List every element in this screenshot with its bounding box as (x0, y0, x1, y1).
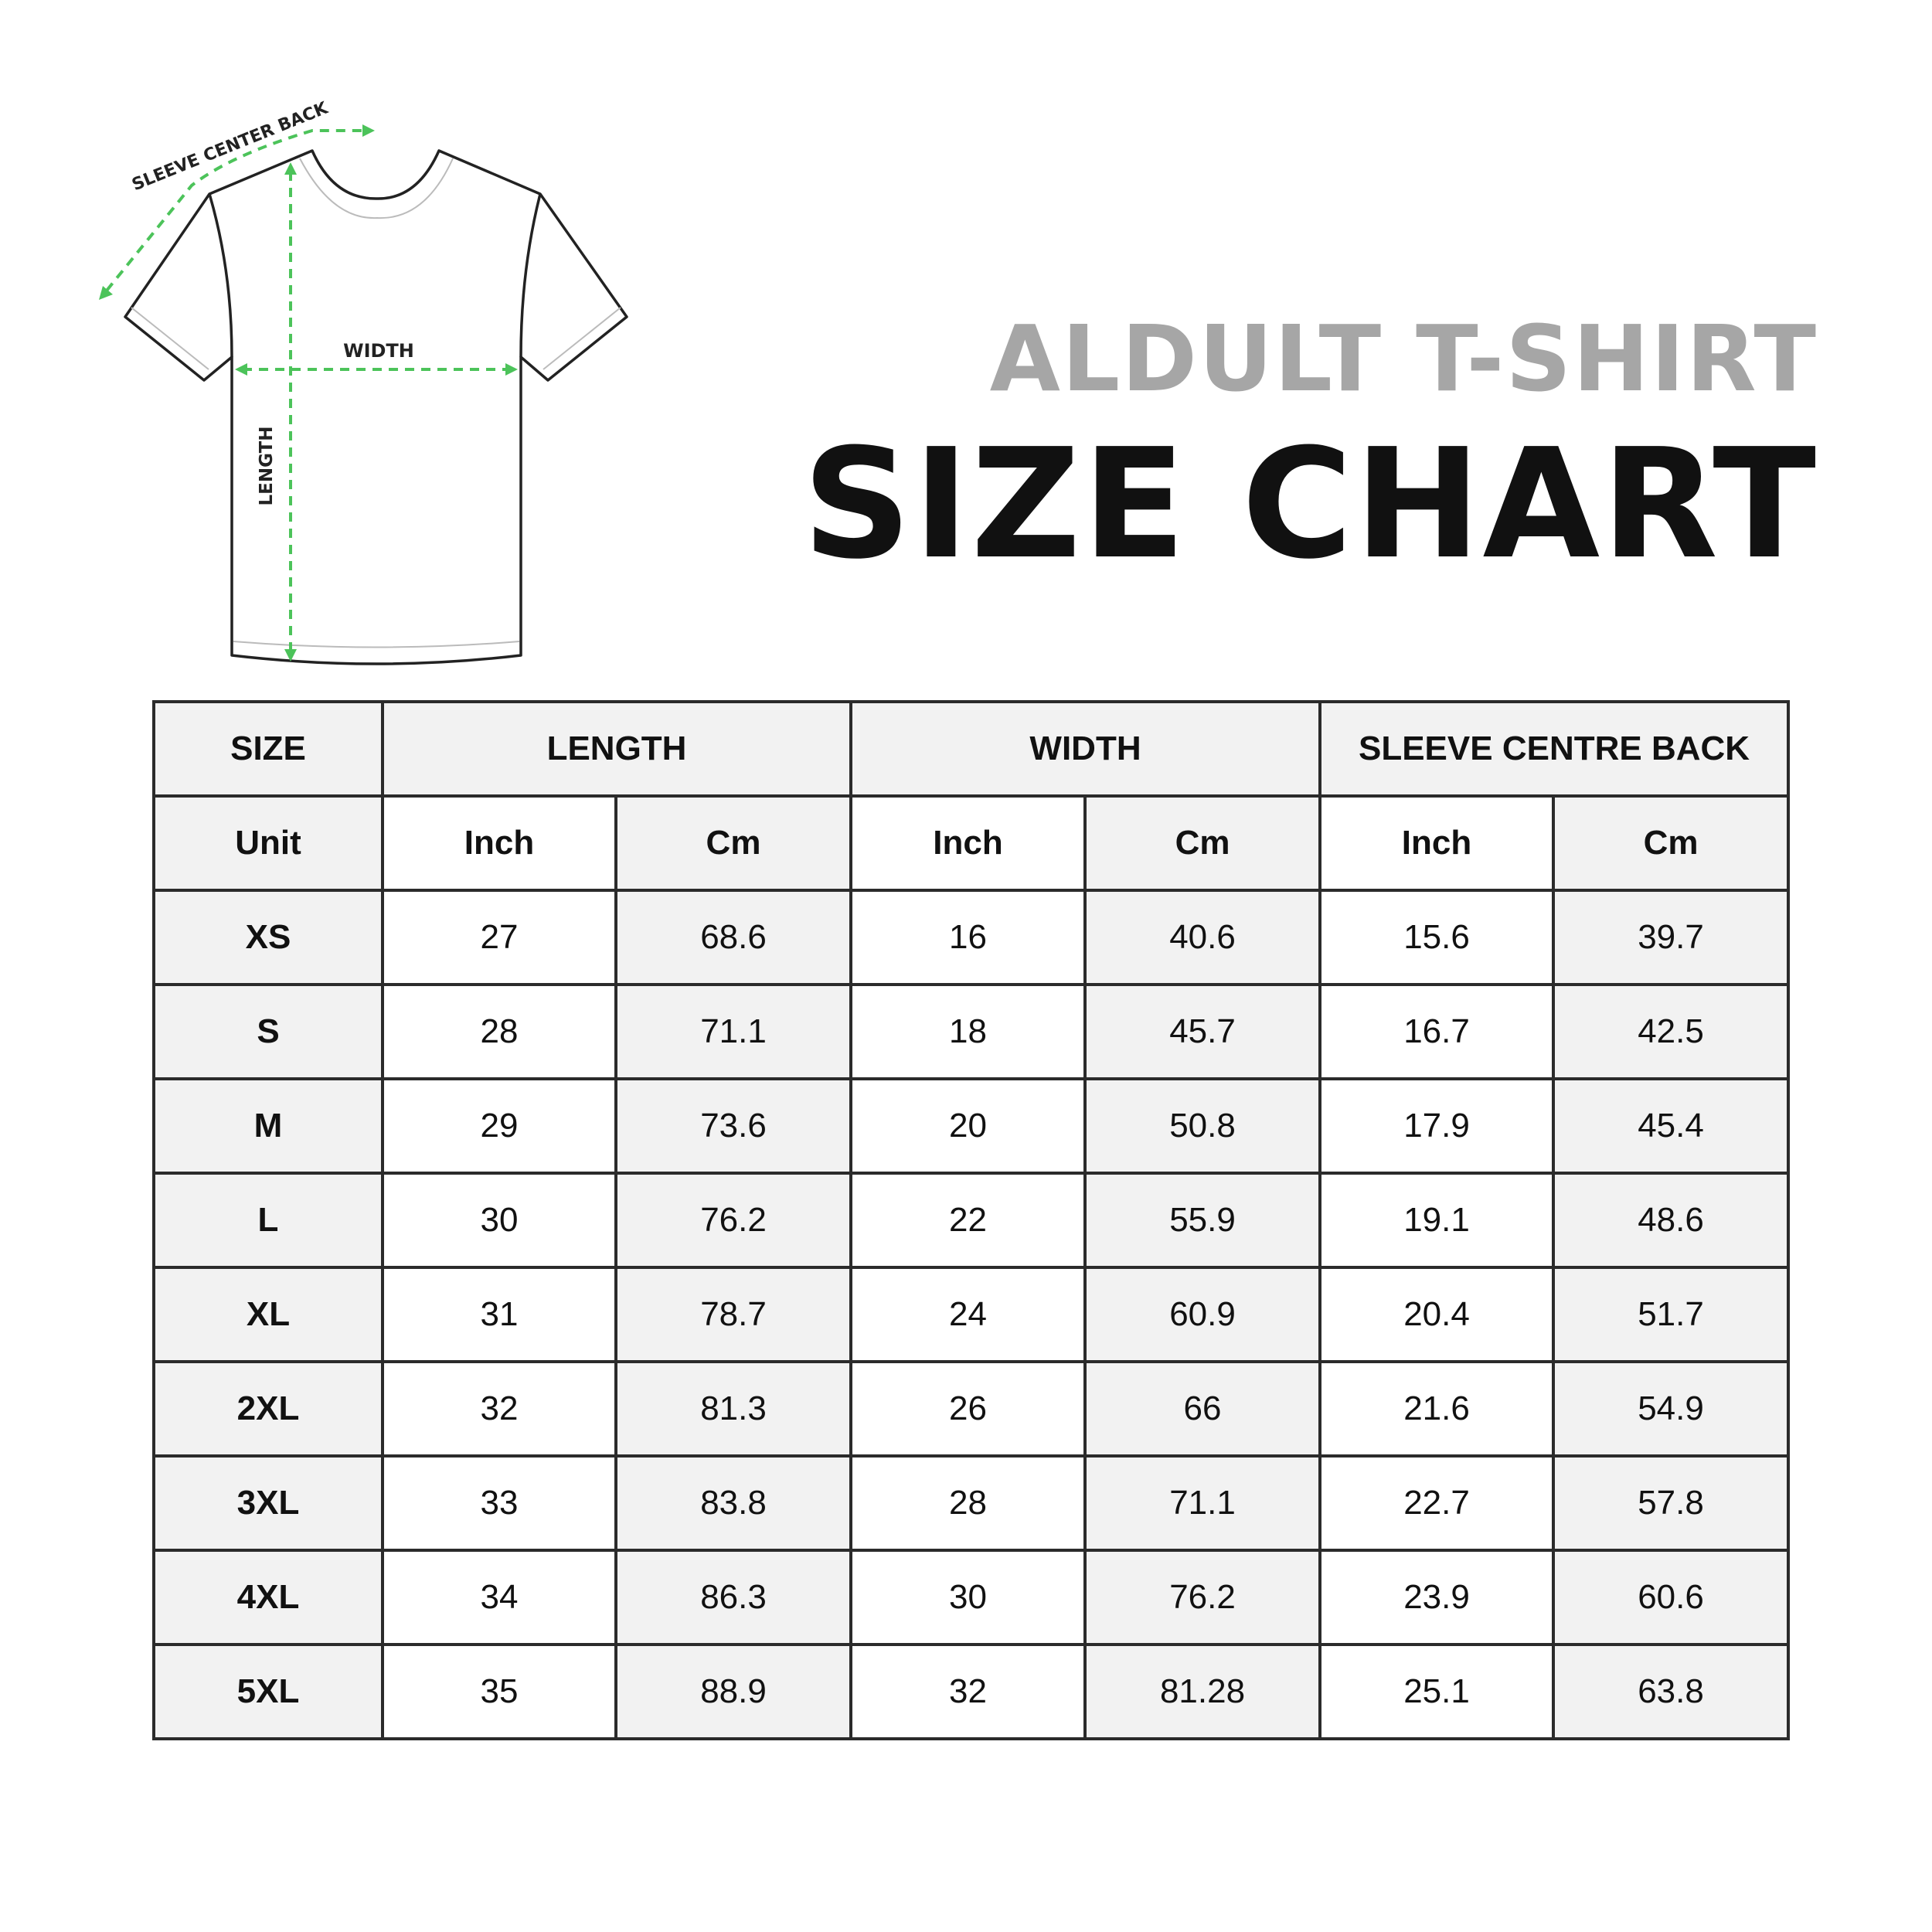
size-cell: XL (152, 1266, 384, 1363)
value-cell: 73.6 (614, 1077, 853, 1175)
value-cell: 15.6 (1318, 889, 1556, 986)
table-row: XS 27 68.6 16 40.6 15.6 39.7 (152, 889, 1791, 986)
value-cell: 40.6 (1083, 889, 1322, 986)
value-cell: 86.3 (614, 1549, 853, 1646)
value-cell: 60.6 (1552, 1549, 1791, 1646)
value-cell: 21.6 (1318, 1360, 1556, 1458)
value-cell: 17.9 (1318, 1077, 1556, 1175)
value-cell: 63.8 (1552, 1643, 1791, 1740)
value-cell: 33 (381, 1454, 617, 1552)
size-chart-table: SIZE LENGTH WIDTH SLEEVE CENTRE BACK Uni… (152, 700, 1791, 1740)
unit-cell: Inch (849, 794, 1087, 892)
size-cell: 3XL (152, 1454, 384, 1552)
page-title: SIZE CHART (802, 417, 1818, 593)
table-row: XL 31 78.7 24 60.9 20.4 51.7 (152, 1266, 1791, 1363)
value-cell: 24 (849, 1266, 1087, 1363)
length-label: LENGTH (257, 426, 277, 505)
header-size: SIZE (152, 700, 384, 798)
value-cell: 16 (849, 889, 1087, 986)
size-cell: M (152, 1077, 384, 1175)
value-cell: 30 (381, 1172, 617, 1269)
value-cell: 42.5 (1552, 983, 1791, 1080)
value-cell: 78.7 (614, 1266, 853, 1363)
tshirt-measurement-diagram: WIDTH LENGTH SLEEVE CENTER BACK (99, 98, 628, 665)
table-row: 2XL 32 81.3 26 66 21.6 54.9 (152, 1360, 1791, 1458)
tshirt-outline (124, 149, 628, 665)
value-cell: 76.2 (1083, 1549, 1322, 1646)
value-cell: 57.8 (1552, 1454, 1791, 1552)
value-cell: 45.4 (1552, 1077, 1791, 1175)
product-title: ALDULT T-SHIRT (989, 305, 1818, 412)
value-cell: 19.1 (1318, 1172, 1556, 1269)
size-cell: XS (152, 889, 384, 986)
value-cell: 68.6 (614, 889, 853, 986)
table-row: L 30 76.2 22 55.9 19.1 48.6 (152, 1172, 1791, 1269)
value-cell: 50.8 (1083, 1077, 1322, 1175)
value-cell: 81.3 (614, 1360, 853, 1458)
value-cell: 20.4 (1318, 1266, 1556, 1363)
value-cell: 22.7 (1318, 1454, 1556, 1552)
value-cell: 22 (849, 1172, 1087, 1269)
value-cell: 26 (849, 1360, 1087, 1458)
value-cell: 28 (849, 1454, 1087, 1552)
header-row: SIZE LENGTH WIDTH SLEEVE CENTRE BACK (152, 700, 1791, 798)
value-cell: 45.7 (1083, 983, 1322, 1080)
value-cell: 88.9 (614, 1643, 853, 1740)
value-cell: 54.9 (1552, 1360, 1791, 1458)
table-row: 3XL 33 83.8 28 71.1 22.7 57.8 (152, 1454, 1791, 1552)
value-cell: 60.9 (1083, 1266, 1322, 1363)
table-row: 5XL 35 88.9 32 81.28 25.1 63.8 (152, 1643, 1791, 1740)
header-length: LENGTH (380, 700, 853, 798)
unit-cell: Inch (381, 794, 617, 892)
sleeve-arrow (105, 129, 367, 292)
table-row: M 29 73.6 20 50.8 17.9 45.4 (152, 1077, 1791, 1175)
unit-cell: Inch (1318, 794, 1556, 892)
size-cell: 5XL (152, 1643, 384, 1740)
header-width: WIDTH (849, 700, 1322, 798)
unit-cell: Cm (614, 794, 853, 892)
tshirt-rib-lines (131, 158, 621, 648)
value-cell: 20 (849, 1077, 1087, 1175)
size-cell: 2XL (152, 1360, 384, 1458)
table-row: S 28 71.1 18 45.7 16.7 42.5 (152, 983, 1791, 1080)
width-label: WIDTH (343, 340, 414, 362)
value-cell: 18 (849, 983, 1087, 1080)
value-cell: 32 (381, 1360, 617, 1458)
value-cell: 31 (381, 1266, 617, 1363)
value-cell: 48.6 (1552, 1172, 1791, 1269)
size-cell: L (152, 1172, 384, 1269)
measurement-arrows (105, 129, 510, 652)
unit-cell: Cm (1083, 794, 1322, 892)
value-cell: 29 (381, 1077, 617, 1175)
unit-cell: Cm (1552, 794, 1791, 892)
value-cell: 81.28 (1083, 1643, 1322, 1740)
value-cell: 23.9 (1318, 1549, 1556, 1646)
value-cell: 27 (381, 889, 617, 986)
value-cell: 39.7 (1552, 889, 1791, 986)
sleeve-label: SLEEVE CENTER BACK (129, 98, 331, 195)
value-cell: 32 (849, 1643, 1087, 1740)
unit-cell: Unit (152, 794, 384, 892)
value-cell: 76.2 (614, 1172, 853, 1269)
value-cell: 66 (1083, 1360, 1322, 1458)
arrow-heads (99, 124, 518, 662)
value-cell: 25.1 (1318, 1643, 1556, 1740)
value-cell: 16.7 (1318, 983, 1556, 1080)
header-sleeve: SLEEVE CENTRE BACK (1318, 700, 1791, 798)
value-cell: 35 (381, 1643, 617, 1740)
value-cell: 51.7 (1552, 1266, 1791, 1363)
value-cell: 83.8 (614, 1454, 853, 1552)
value-cell: 34 (381, 1549, 617, 1646)
value-cell: 55.9 (1083, 1172, 1322, 1269)
size-cell: 4XL (152, 1549, 384, 1646)
unit-row: Unit Inch Cm Inch Cm Inch Cm (152, 794, 1791, 892)
value-cell: 28 (381, 983, 617, 1080)
value-cell: 71.1 (614, 983, 853, 1080)
size-cell: S (152, 983, 384, 1080)
table-row: 4XL 34 86.3 30 76.2 23.9 60.6 (152, 1549, 1791, 1646)
value-cell: 30 (849, 1549, 1087, 1646)
value-cell: 71.1 (1083, 1454, 1322, 1552)
